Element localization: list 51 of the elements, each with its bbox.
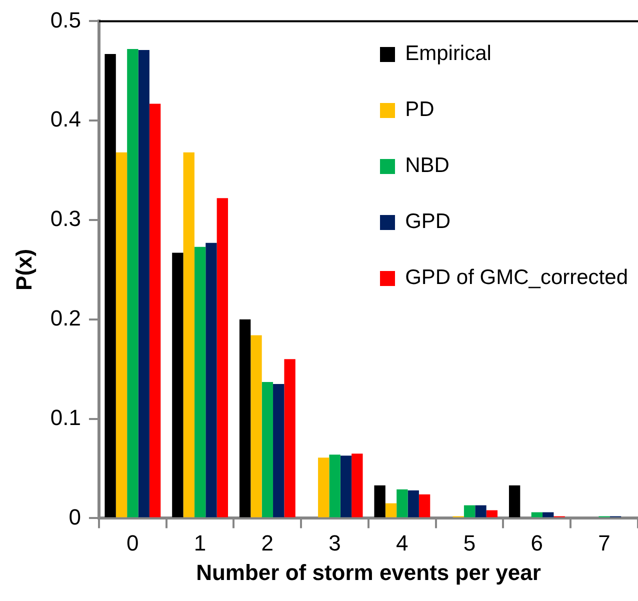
legend-label: NBD bbox=[405, 154, 450, 178]
y-tick-label: 0.1 bbox=[50, 404, 81, 430]
y-tick-label: 0.3 bbox=[50, 206, 81, 232]
x-tick-label: 1 bbox=[194, 530, 206, 556]
x-tick-label: 6 bbox=[530, 530, 544, 556]
bar bbox=[340, 456, 352, 518]
bar bbox=[542, 512, 554, 518]
bar bbox=[486, 510, 498, 518]
bar bbox=[216, 198, 228, 518]
legend-label: Empirical bbox=[405, 42, 492, 66]
y-axis-title: P(x) bbox=[11, 248, 36, 290]
bar bbox=[352, 454, 363, 518]
bar bbox=[329, 454, 340, 518]
legend-label: PD bbox=[405, 98, 434, 122]
bar bbox=[418, 494, 430, 518]
bar bbox=[508, 485, 520, 518]
bar bbox=[396, 489, 408, 518]
y-tick-label: 0 bbox=[68, 504, 81, 530]
legend-label: GPD bbox=[405, 210, 451, 234]
bar bbox=[318, 458, 330, 518]
bar bbox=[104, 54, 116, 518]
y-tick-label: 0.5 bbox=[50, 7, 81, 32]
bar bbox=[273, 384, 284, 518]
bar bbox=[475, 505, 486, 518]
bar bbox=[250, 335, 262, 518]
bar bbox=[239, 319, 251, 518]
x-axis-title: Number of storm events per year bbox=[196, 560, 542, 585]
legend-label: GPD of GMC_corrected bbox=[405, 266, 628, 290]
bar bbox=[116, 152, 128, 518]
bar bbox=[374, 485, 386, 518]
bar bbox=[172, 252, 184, 518]
bar bbox=[284, 359, 296, 518]
y-tick-label: 0.2 bbox=[50, 305, 81, 330]
bar bbox=[127, 49, 138, 518]
x-tick-label: 3 bbox=[328, 530, 341, 556]
x-tick-label: 2 bbox=[261, 530, 274, 556]
bar bbox=[183, 152, 194, 518]
bar bbox=[408, 490, 419, 518]
bar bbox=[194, 246, 206, 518]
bar bbox=[464, 505, 476, 518]
x-tick-label: 7 bbox=[598, 530, 610, 556]
x-tick-label: 0 bbox=[126, 530, 139, 556]
y-tick-label: 0.4 bbox=[50, 106, 81, 132]
bar bbox=[262, 382, 274, 518]
bar bbox=[138, 50, 150, 518]
x-tick-label: 4 bbox=[396, 530, 408, 556]
bar bbox=[531, 512, 543, 518]
bar bbox=[385, 503, 397, 518]
bar bbox=[149, 104, 161, 518]
x-tick-label: 5 bbox=[463, 530, 476, 556]
bar bbox=[206, 242, 217, 518]
